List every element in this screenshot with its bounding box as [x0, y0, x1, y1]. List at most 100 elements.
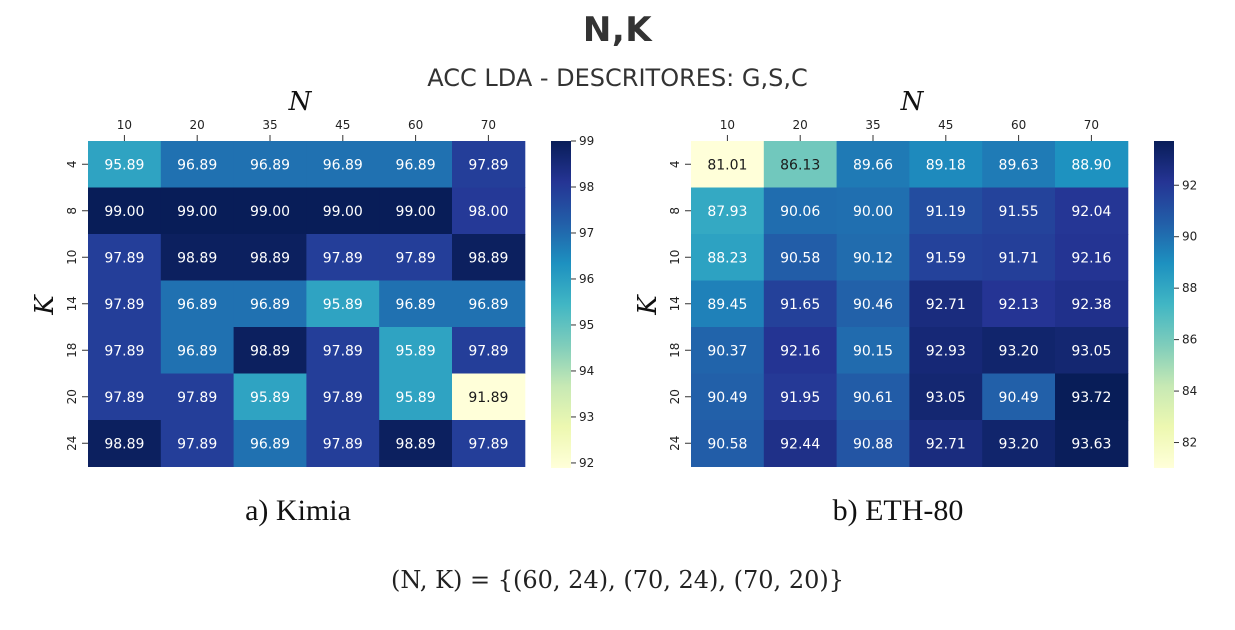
cell-value-label: 81.01	[707, 157, 747, 173]
y-axis-title: K	[30, 294, 60, 316]
cell-value-label: 89.45	[707, 297, 747, 313]
cell-value-label: 91.95	[780, 390, 820, 406]
heatmap-cell	[160, 234, 235, 281]
cell-value-label: 91.19	[926, 204, 966, 220]
cell-value-label: 96.89	[323, 157, 363, 173]
colorbar-tick-label: 95	[579, 318, 594, 332]
colorbar-tick-label: 96	[579, 272, 594, 286]
heatmap-cell	[909, 280, 983, 328]
y-tick-label: 24	[65, 436, 79, 451]
x-axis-title: N	[900, 87, 925, 117]
heatmap-cell	[691, 373, 765, 421]
heatmap-cell	[909, 234, 983, 281]
heatmap-cell	[982, 327, 1056, 374]
heatmap-cell	[452, 234, 526, 281]
heatmap-cell	[452, 187, 526, 235]
cell-value-label: 98.89	[250, 343, 290, 359]
heatmap-cell	[909, 373, 983, 421]
cell-value-label: 90.00	[853, 204, 893, 220]
cell-value-label: 97.89	[104, 390, 144, 406]
heatmap-cell	[982, 234, 1056, 281]
colorbar-tick-label: 97	[579, 226, 594, 240]
cell-value-label: 93.20	[999, 436, 1039, 452]
heatmap-cell	[452, 373, 526, 421]
heatmap-cell	[88, 187, 162, 235]
cell-value-label: 98.89	[104, 436, 144, 452]
cell-value-label: 97.89	[177, 436, 217, 452]
y-tick-label: 14	[668, 296, 682, 311]
cell-value-label: 88.23	[707, 250, 747, 266]
y-tick-label: 18	[668, 343, 682, 358]
heatmap-cell	[836, 280, 910, 328]
cell-value-label: 99.00	[396, 204, 436, 220]
cell-value-label: 98.00	[468, 204, 508, 220]
cell-value-label: 98.89	[177, 250, 217, 266]
colorbar-tick-label: 82	[1182, 436, 1197, 450]
heatmap-cell	[306, 327, 380, 374]
heatmap-cell	[88, 373, 162, 421]
heatmap-cell	[982, 420, 1056, 467]
heatmap-cell	[982, 187, 1056, 235]
x-tick-label: 45	[335, 118, 350, 132]
cell-value-label: 90.12	[853, 250, 893, 266]
colorbar-tick-label: 94	[579, 364, 594, 378]
cell-value-label: 90.58	[780, 250, 820, 266]
heatmap-cell	[160, 420, 235, 467]
heatmap-cell	[88, 420, 162, 467]
x-tick-label: 20	[190, 118, 205, 132]
cell-value-label: 97.89	[323, 390, 363, 406]
y-tick-label: 8	[65, 207, 79, 215]
heatmap-cell	[691, 141, 765, 188]
heatmap-cell	[379, 234, 453, 281]
cell-value-label: 90.06	[780, 204, 820, 220]
x-tick-label: 45	[938, 118, 953, 132]
heatmap-cell	[836, 187, 910, 235]
cell-value-label: 93.63	[1071, 436, 1111, 452]
heatmap-cell	[982, 373, 1056, 421]
cell-value-label: 96.89	[396, 157, 436, 173]
cell-value-label: 91.55	[999, 204, 1039, 220]
cell-value-label: 97.89	[104, 250, 144, 266]
heatmap-cell	[763, 420, 838, 467]
cell-value-label: 88.90	[1071, 157, 1111, 173]
heatmap-cell	[160, 280, 235, 328]
heatmap-cell	[452, 280, 526, 328]
cell-value-label: 96.89	[468, 297, 508, 313]
cell-value-label: 91.59	[926, 250, 966, 266]
x-tick-label: 60	[1011, 118, 1026, 132]
cell-value-label: 90.88	[853, 436, 893, 452]
cell-value-label: 93.05	[1071, 343, 1111, 359]
cell-value-label: 91.89	[468, 390, 508, 406]
cell-value-label: 99.00	[323, 204, 363, 220]
page-title: N,K	[582, 10, 653, 50]
y-tick-label: 24	[668, 436, 682, 451]
cell-value-label: 90.49	[999, 390, 1039, 406]
y-tick-label: 10	[668, 250, 682, 265]
cell-value-label: 96.89	[250, 297, 290, 313]
heatmap-cell	[306, 187, 380, 235]
cell-value-label: 92.04	[1071, 204, 1111, 220]
colorbar-tick-label: 90	[1182, 230, 1197, 244]
cell-value-label: 96.89	[177, 157, 217, 173]
heatmap-cell	[306, 420, 380, 467]
cell-value-label: 93.05	[926, 390, 966, 406]
x-tick-label: 60	[408, 118, 423, 132]
cell-value-label: 92.71	[926, 297, 966, 313]
colorbar-tick-label: 86	[1182, 333, 1197, 347]
colorbar-tick-label: 84	[1182, 384, 1197, 398]
cell-value-label: 95.89	[104, 157, 144, 173]
heatmap-cell	[909, 187, 983, 235]
y-tick-label: 18	[65, 343, 79, 358]
heatmap-cell	[691, 420, 765, 467]
cell-value-label: 95.89	[323, 297, 363, 313]
heatmap-cell	[379, 420, 453, 467]
heatmap-cell	[160, 327, 235, 374]
colorbar	[551, 141, 571, 468]
heatmap-cell	[379, 280, 453, 328]
cell-value-label: 89.66	[853, 157, 893, 173]
heatmap-cell	[982, 280, 1056, 328]
cell-value-label: 95.89	[396, 343, 436, 359]
cell-value-label: 92.13	[999, 297, 1039, 313]
heatmap-cell	[1055, 187, 1129, 235]
cell-value-label: 97.89	[323, 436, 363, 452]
